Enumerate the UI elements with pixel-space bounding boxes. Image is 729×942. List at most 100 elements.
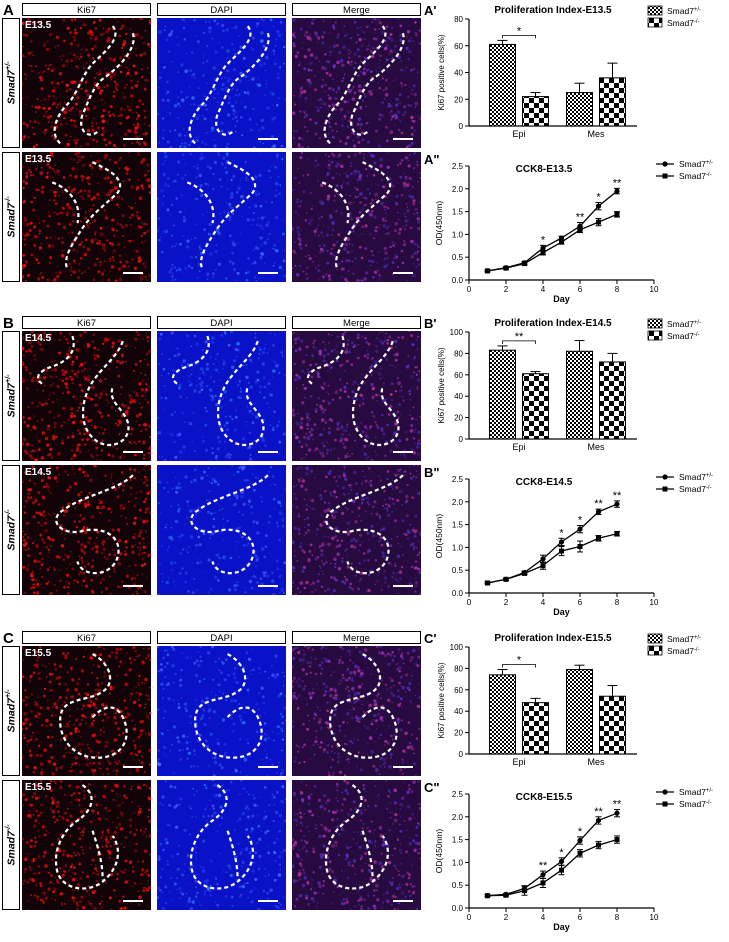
data-point xyxy=(559,239,564,245)
data-point xyxy=(614,188,620,194)
legend-label: Smad7+/- xyxy=(667,634,701,644)
chart-title: CCK8-E15.5 xyxy=(516,792,573,803)
data-point xyxy=(485,580,490,586)
genotype-label: Smad7+/- xyxy=(2,646,20,776)
panel-letter: C xyxy=(3,630,14,647)
significance-label: * xyxy=(517,25,522,37)
significance-label: * xyxy=(596,191,601,203)
x-tick-label: Mes xyxy=(587,442,605,452)
significance-label: ** xyxy=(594,498,603,510)
x-tick-label: 8 xyxy=(615,598,620,607)
genotype-label: Smad7+/- xyxy=(2,331,20,461)
data-point xyxy=(577,227,583,233)
scale-bar xyxy=(393,272,413,274)
x-tick-label: Epi xyxy=(512,442,525,452)
y-tick-label: 1.5 xyxy=(452,208,464,217)
bar xyxy=(599,77,626,127)
data-point xyxy=(577,850,583,856)
significance-bracket xyxy=(502,664,536,668)
y-tick-label: 20 xyxy=(454,414,463,423)
chart-title: CCK8-E13.5 xyxy=(516,164,573,175)
chart-title: Proliferation Index-E15.5 xyxy=(494,633,612,644)
legend-marker xyxy=(662,486,668,492)
series-line xyxy=(487,812,618,897)
column-header: Merge xyxy=(292,631,421,644)
merge-micrograph xyxy=(292,780,421,910)
data-point xyxy=(577,543,583,549)
dapi-micrograph xyxy=(157,18,286,148)
x-axis-label: Day xyxy=(553,922,570,932)
legend-label: Smad7-/- xyxy=(667,18,700,28)
x-tick-label: 0 xyxy=(467,913,472,922)
bar-chart: Proliferation Index-E13.5 A' 0 20 40 60 80 Ki67… xyxy=(424,3,724,148)
y-tick-label: 0.0 xyxy=(452,904,464,913)
scale-bar xyxy=(123,766,143,768)
y-tick-label: 40 xyxy=(454,707,463,716)
data-point xyxy=(577,837,583,844)
genotype-text: Smad7+/- xyxy=(4,61,18,105)
panel-letter: B xyxy=(3,315,14,332)
data-point xyxy=(614,501,620,507)
scale-bar xyxy=(393,138,413,140)
bar xyxy=(522,373,549,440)
y-tick-label: 40 xyxy=(454,69,463,78)
dapi-micrograph xyxy=(157,331,286,461)
data-point xyxy=(540,245,546,251)
dapi-micrograph xyxy=(157,152,286,282)
dapi-image xyxy=(157,646,286,776)
genotype-label: Smad7+/- xyxy=(2,18,20,148)
x-tick-label: 8 xyxy=(615,913,620,922)
ki67-image: E14.5 xyxy=(22,331,151,461)
scale-bar xyxy=(258,900,278,902)
x-tick-label: 10 xyxy=(650,913,659,922)
panel-letter: B" xyxy=(424,465,440,480)
bar xyxy=(489,349,516,440)
data-point xyxy=(596,842,601,848)
y-tick-label: 2.0 xyxy=(452,813,464,822)
bar xyxy=(489,674,516,755)
x-tick-label: 0 xyxy=(467,285,472,294)
y-tick-label: 0.0 xyxy=(452,589,464,598)
x-tick-label: Mes xyxy=(587,129,605,139)
data-point xyxy=(485,268,490,274)
y-tick-label: 60 xyxy=(454,371,463,380)
ki67-image: E15.5 xyxy=(22,646,151,776)
merge-micrograph xyxy=(292,646,421,776)
data-point xyxy=(558,539,565,545)
data-point xyxy=(614,211,620,217)
stage-label: E15.5 xyxy=(25,782,52,793)
data-point xyxy=(596,219,601,225)
scale-bar xyxy=(258,138,278,140)
y-tick-label: 1.0 xyxy=(452,858,464,867)
merge-image xyxy=(292,780,421,910)
y-tick-label: 1.0 xyxy=(452,230,464,239)
bar xyxy=(566,92,593,127)
y-axis-label: OD(450nm) xyxy=(434,201,444,246)
legend-swatch xyxy=(647,645,663,656)
legend-label: Smad7-/- xyxy=(679,171,712,181)
y-axis-label: Ki67 positive cells(%) xyxy=(437,34,446,110)
scale-bar xyxy=(258,451,278,453)
column-header: Ki67 xyxy=(22,3,151,16)
x-tick-label: 10 xyxy=(650,598,659,607)
bar-chart: Proliferation Index-E15.5 C' 0 20 40 60 80 100 K… xyxy=(424,631,724,776)
ki67-image: E13.5 xyxy=(22,18,151,148)
panel-letter: A' xyxy=(424,3,436,18)
stage-label: E15.5 xyxy=(25,648,52,659)
scale-bar xyxy=(258,272,278,274)
ki67-micrograph xyxy=(22,465,151,595)
y-tick-label: 80 xyxy=(454,349,463,358)
ki67-micrograph xyxy=(22,780,151,910)
line-chart: C" CCK8-E15.5 0.0 0.5 1.0 1.5 2.0 2.5 0 2 4 6 8 10 Day… xyxy=(424,780,724,932)
panel-letter: A xyxy=(3,2,14,19)
y-tick-label: 0 xyxy=(459,435,464,444)
significance-label: ** xyxy=(613,177,622,189)
column-header: DAPI xyxy=(157,631,286,644)
legend-label: Smad7-/- xyxy=(679,799,712,809)
significance-bracket xyxy=(502,340,536,344)
column-header: DAPI xyxy=(157,3,286,16)
data-point xyxy=(522,570,527,576)
x-tick-label: 2 xyxy=(504,598,509,607)
legend-swatch xyxy=(647,633,663,644)
bar xyxy=(566,668,593,755)
